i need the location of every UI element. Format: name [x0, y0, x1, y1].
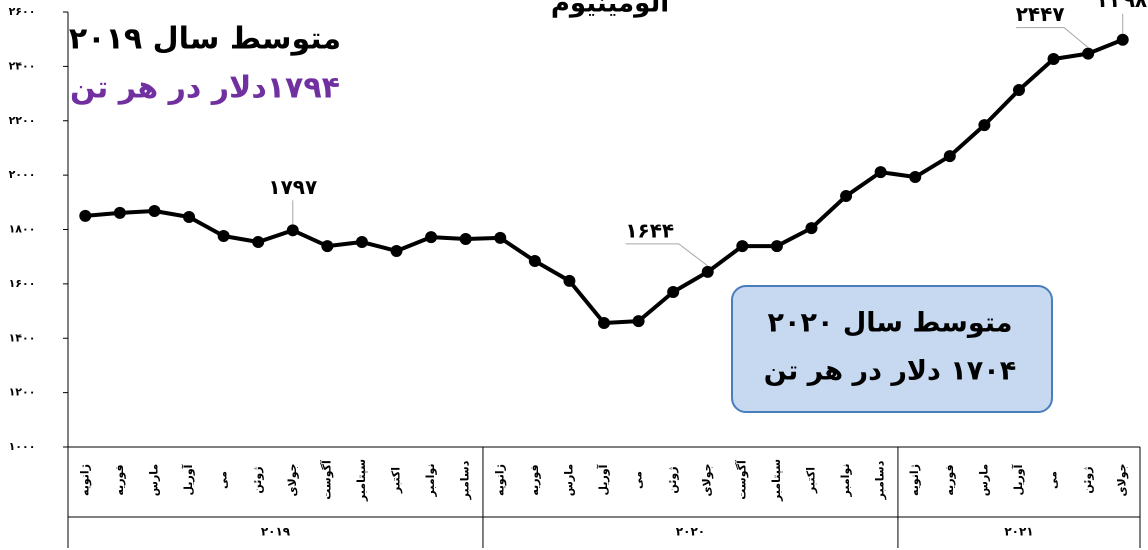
x-tick-label: آگوست: [734, 460, 748, 500]
x-tick-label: فوریه: [113, 464, 126, 495]
x-tick-label: آوریل: [596, 464, 610, 495]
data-point: [217, 230, 230, 243]
x-tick-label: سپتامبر: [770, 459, 783, 502]
x-tick-label: ژانویه: [78, 464, 91, 496]
data-point: [425, 231, 438, 244]
data-point: [148, 205, 161, 218]
x-tick-label: مارس: [977, 464, 990, 496]
data-point: [874, 166, 887, 179]
y-tick-label: ۲۴۰۰: [9, 59, 36, 72]
leader-line: [1016, 27, 1089, 48]
data-point: [528, 255, 541, 268]
x-tick-label: جولای: [701, 463, 714, 496]
leader-line: [625, 243, 709, 267]
x-tick-label: می: [632, 471, 645, 489]
x-tick-label: مارس: [562, 464, 575, 496]
y-tick-label: ۱۲۰۰: [9, 386, 36, 399]
data-point: [1012, 84, 1025, 97]
x-tick-label: می: [1047, 471, 1060, 489]
x-group-label: ۲۰۱۹: [261, 525, 291, 539]
data-point: [598, 317, 610, 330]
x-tick-label: نوامبر: [839, 464, 852, 498]
x-tick-label: ژانویه: [493, 464, 506, 496]
data-point: [736, 240, 749, 253]
x-tick-label: نوامبر: [424, 464, 437, 498]
x-tick-label: جولای: [1116, 463, 1129, 496]
annotation-box: [731, 285, 1053, 413]
x-tick-label: سپتامبر: [355, 459, 368, 502]
x-tick-label: اکتبر: [804, 467, 817, 494]
x-tick-label: فوریه: [528, 464, 541, 495]
chart-title: آلومینیوم: [551, 0, 670, 19]
x-tick-label: اکتبر: [390, 467, 403, 494]
x-tick-label: ژوئن: [666, 466, 679, 493]
data-point: [113, 206, 126, 219]
annotation: ۱۷۹۴دلار در هر تن: [70, 71, 340, 106]
data-point: [943, 150, 956, 163]
y-tick-label: ۲۰۰۰: [9, 168, 36, 181]
x-tick-label: دسامبر: [459, 460, 472, 500]
data-point: [494, 231, 507, 244]
x-tick-label: آوریل: [1011, 464, 1025, 495]
x-tick-label: ژوئن: [1081, 466, 1094, 493]
data-point: [321, 240, 334, 253]
data-point: [286, 224, 299, 237]
x-tick-label: ژانویه: [908, 464, 921, 496]
x-group-label: ۲۰۲۱: [1004, 525, 1033, 539]
data-point: [978, 119, 991, 132]
x-tick-label: می: [217, 471, 230, 489]
data-point: [459, 233, 472, 246]
data-point: [909, 171, 922, 184]
x-tick-label: آوریل: [181, 464, 195, 495]
data-point: [355, 236, 368, 249]
data-point: [701, 265, 714, 278]
annotation: متوسط سال ۲۰۲۰: [768, 308, 1013, 339]
data-point: [667, 286, 680, 299]
data-point: [840, 190, 853, 203]
data-label: ۱۶۴۴: [625, 218, 674, 242]
data-label: ۲۴۴۷: [1016, 2, 1065, 26]
x-tick-label: دسامبر: [874, 460, 887, 500]
data-point: [770, 240, 783, 253]
annotation: متوسط سال ۲۰۱۹: [69, 22, 341, 57]
x-tick-label: آگوست: [319, 460, 333, 500]
data-point: [390, 244, 403, 257]
x-tick-label: ژوئن: [251, 466, 264, 493]
data-point: [79, 209, 92, 222]
x-group-label: ۲۰۲۰: [676, 525, 705, 539]
data-point: [1116, 33, 1129, 46]
data-point: [632, 315, 645, 328]
data-point: [1082, 47, 1095, 60]
y-tick-label: ۲۲۰۰: [9, 114, 36, 127]
data-point: [183, 210, 196, 223]
y-tick-label: ۱۴۰۰: [9, 331, 36, 344]
data-label: ۲۴۹۸: [1098, 0, 1147, 12]
x-tick-label: فوریه: [943, 464, 956, 495]
data-point: [252, 236, 265, 249]
annotation: ۱۷۰۴ دلار در هر تن: [764, 356, 1016, 387]
y-tick-label: ۲۶۰۰: [9, 5, 36, 18]
y-tick-label: ۱۰۰۰: [9, 440, 36, 453]
data-point: [563, 274, 576, 287]
data-label: ۱۷۹۷: [268, 175, 317, 199]
y-tick-label: ۱۶۰۰: [9, 277, 36, 290]
data-point: [805, 222, 818, 235]
y-tick-label: ۱۸۰۰: [9, 223, 36, 236]
x-tick-label: مارس: [147, 464, 160, 496]
x-tick-label: جولای: [286, 463, 299, 496]
data-point: [1047, 53, 1060, 66]
